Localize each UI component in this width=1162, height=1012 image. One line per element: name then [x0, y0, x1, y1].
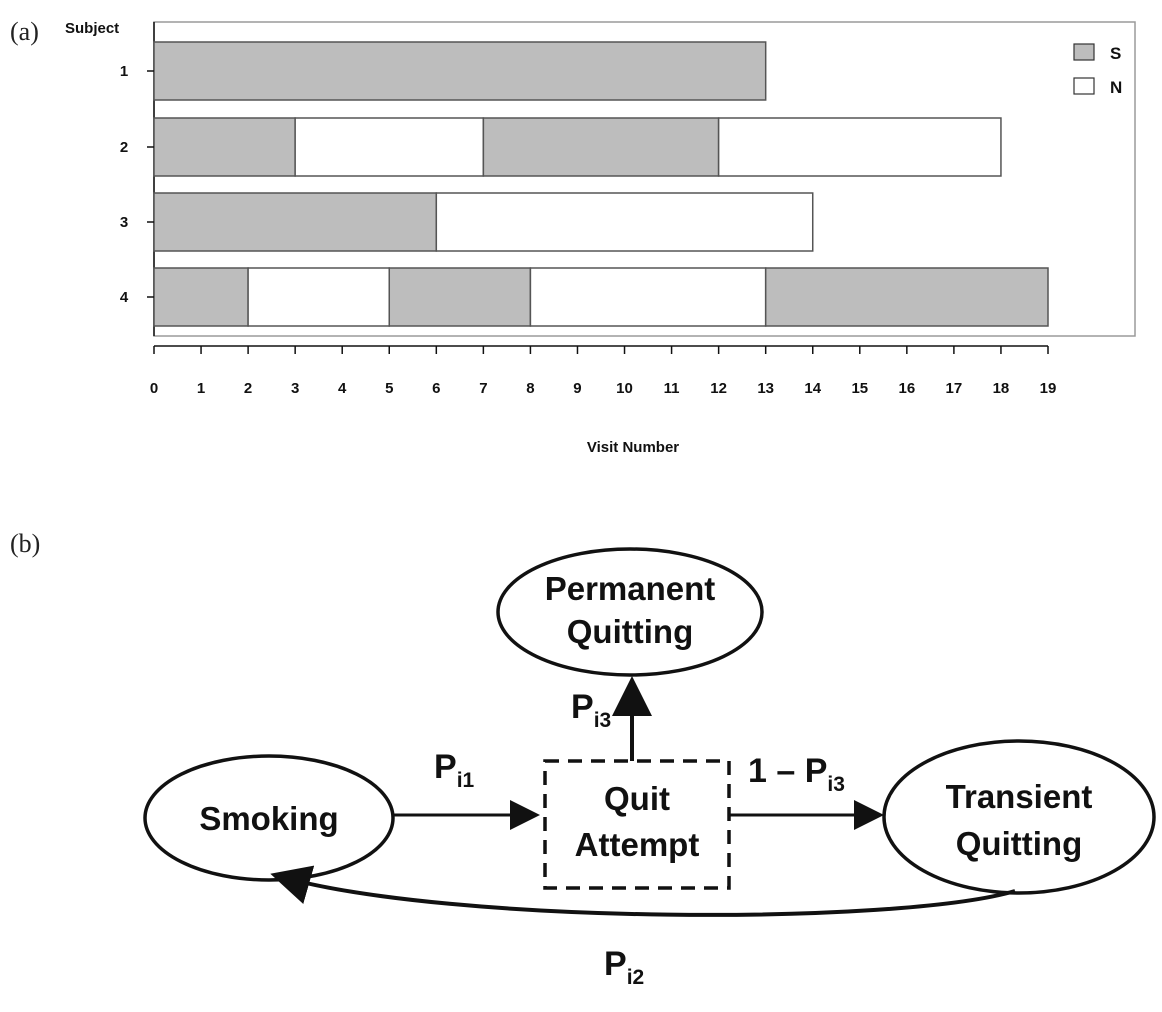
x-tick-label-9: 9 — [573, 380, 581, 397]
bar-segment-subject-4-2 — [247, 267, 391, 327]
node-transient-quitting: Transient Quitting — [882, 739, 1156, 895]
bar-segment-subject-2-2 — [294, 117, 485, 177]
x-tick-label-15: 15 — [851, 380, 868, 397]
legend-swatch-s — [1073, 43, 1095, 61]
x-tick-label-5: 5 — [385, 380, 393, 397]
node-transient-ellipse — [882, 739, 1156, 895]
panel-b: (b) Permanent Quitting Smoking Quit Atte… — [10, 529, 1156, 989]
x-tick-label-17: 17 — [946, 380, 963, 397]
bar-segment-subject-4-4 — [529, 267, 767, 327]
node-quit-box — [543, 759, 731, 890]
legend-label-s: S — [1110, 44, 1121, 63]
bar-segment-subject-2-3 — [482, 117, 720, 177]
y-axis-title: Subject — [65, 20, 119, 37]
x-tick-label-19: 19 — [1040, 380, 1057, 397]
bar-segment-subject-3-2 — [435, 192, 814, 252]
x-tick-label-7: 7 — [479, 380, 487, 397]
node-permanent-line1: Permanent — [545, 570, 716, 607]
x-tick-label-6: 6 — [432, 380, 440, 397]
x-tick-label-16: 16 — [898, 380, 915, 397]
legend-swatch-n — [1073, 77, 1095, 95]
node-transient-line2: Quitting — [956, 825, 1082, 862]
x-tick-label-12: 12 — [710, 380, 727, 397]
node-smoking-label: Smoking — [199, 800, 338, 837]
x-tick-label-4: 4 — [338, 380, 347, 397]
bar-segment-subject-3-1 — [153, 192, 438, 252]
bar-segment-subject-1-1 — [153, 41, 767, 101]
bar-segment-subject-4-1 — [153, 267, 249, 327]
legend: S N — [1073, 43, 1122, 97]
panel-b-label: (b) — [10, 529, 40, 558]
x-tick-label-11: 11 — [664, 380, 680, 397]
node-transient-line1: Transient — [946, 778, 1093, 815]
x-ticks: 0 1 2 3 4 5 6 7 8 9 10 11 12 13 14 15 16 17 18 19 — [150, 346, 1057, 397]
label-p-i1: Pi1 — [434, 748, 475, 792]
x-tick-label-2: 2 — [244, 380, 252, 397]
node-quit-attempt: Quit Attempt — [543, 759, 731, 890]
bar-segment-subject-2-4 — [717, 117, 1002, 177]
x-tick-label-14: 14 — [804, 380, 821, 397]
bar-segment-subject-4-5 — [764, 267, 1049, 327]
node-permanent-line2: Quitting — [567, 613, 693, 650]
x-tick-label-0: 0 — [150, 380, 158, 397]
label-p-i3: Pi3 — [571, 688, 611, 732]
x-tick-label-8: 8 — [526, 380, 534, 397]
label-p-i2: Pi2 — [604, 945, 644, 989]
x-axis-title: Visit Number — [587, 439, 679, 456]
y-tick-label-2: 2 — [120, 139, 128, 156]
x-tick-label-3: 3 — [291, 380, 299, 397]
y-tick-label-1: 1 — [120, 63, 128, 80]
label-one-minus-p-i3: 1 – Pi3 — [748, 752, 845, 796]
node-permanent-quitting: Permanent Quitting — [496, 547, 764, 677]
x-tick-label-10: 10 — [616, 380, 633, 397]
x-tick-label-13: 13 — [757, 380, 774, 397]
y-tick-label-4: 4 — [120, 289, 129, 306]
panel-a-label: (a) — [10, 17, 39, 46]
legend-label-n: N — [1110, 78, 1122, 97]
bar-segment-subject-4-3 — [388, 267, 532, 327]
node-quit-line2: Attempt — [575, 826, 700, 863]
node-permanent-ellipse — [496, 547, 764, 677]
y-tick-label-3: 3 — [120, 214, 128, 231]
node-smoking: Smoking — [143, 754, 395, 882]
node-smoking-ellipse — [143, 754, 395, 882]
x-tick-label-1: 1 — [197, 380, 205, 397]
edge-transient-to-smoking — [270, 865, 1016, 917]
node-quit-line1: Quit — [604, 780, 670, 817]
bar-segment-subject-2-1 — [153, 117, 296, 177]
y-ticks: 1 2 3 4 — [120, 63, 154, 306]
x-tick-label-18: 18 — [993, 380, 1010, 397]
bars-layer — [153, 41, 1049, 327]
